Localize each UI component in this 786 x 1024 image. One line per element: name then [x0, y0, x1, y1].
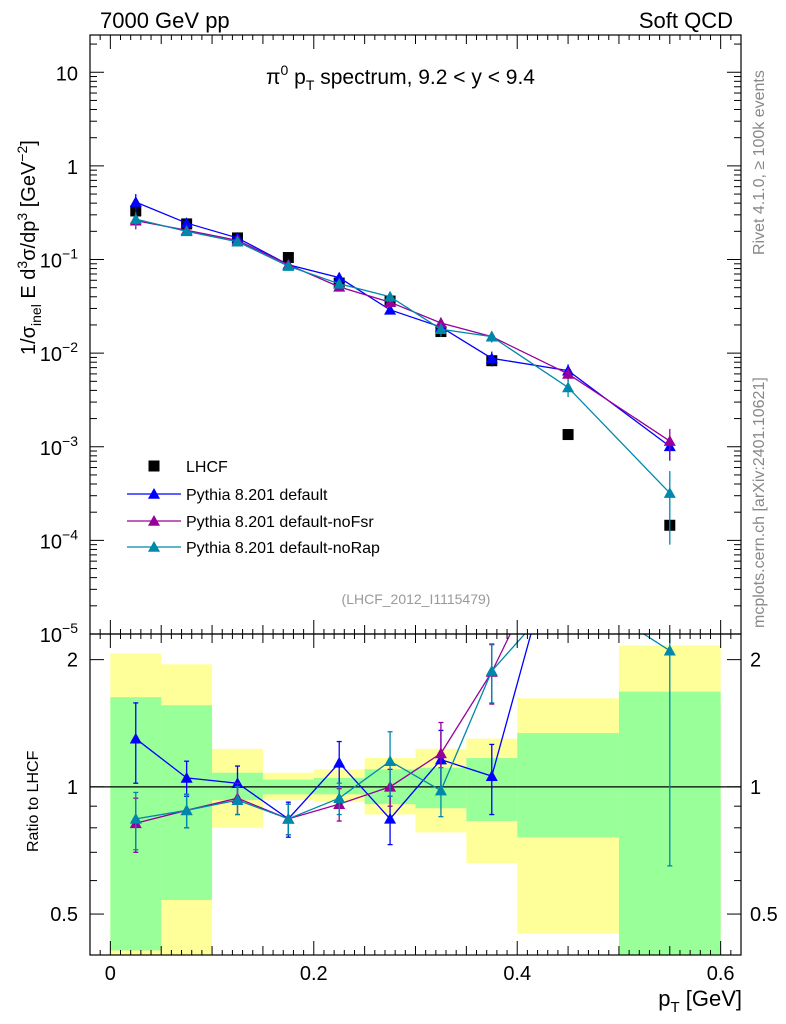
ratio-marker-2: [664, 399, 676, 410]
title-base: π: [266, 66, 281, 89]
ratio-marker-2: [434, 747, 447, 759]
band-inner: [517, 733, 619, 838]
ratio-marker-1: [129, 732, 142, 744]
legend-label: Pythia 8.201 default: [186, 487, 328, 504]
legend-label: Pythia 8.201 default-noFsr: [186, 514, 374, 531]
legend-marker: [148, 488, 160, 499]
ratio-marker-3: [384, 755, 397, 767]
mcplots-label: mcplots.cern.ch [arXiv:2401.10621]: [751, 377, 768, 628]
series-marker-3: [231, 235, 244, 247]
y-tick-label: 1: [67, 157, 78, 179]
y-tick-label: 10−3: [40, 433, 78, 460]
y-tick-label: 10−1: [40, 246, 78, 273]
legend-marker: [148, 541, 160, 552]
analysis-watermark: (LHCF_2012_I1115479): [342, 591, 491, 607]
x-axis-label: pT [GeV]: [658, 986, 742, 1016]
ratio-tick-label-right: 2: [750, 650, 761, 672]
ratio-line-3: [135, 634, 671, 820]
series-marker-2: [434, 316, 447, 328]
series-marker-1: [384, 303, 397, 315]
y-tick-label: 10: [56, 63, 78, 85]
legend-label: LHCF: [186, 459, 228, 476]
series-marker-3: [180, 225, 193, 237]
legend-marker-lhcf: [148, 460, 160, 472]
title-tail: spectrum, 9.2 < y < 9.4: [314, 66, 535, 89]
ratio-tick-label-left: 2: [67, 650, 78, 672]
ratio-marker-1: [180, 771, 193, 783]
ratio-tick-label-left: 1: [67, 777, 78, 799]
main-series: [129, 194, 676, 545]
y-axis-label-main: 1/σinel E d3σ/dp3 [GeV−2]: [14, 140, 44, 355]
series-marker-1: [485, 352, 498, 364]
ratio-marker-3: [434, 784, 447, 796]
series-marker-3: [129, 213, 142, 224]
series-marker-2: [562, 367, 575, 379]
series-line-3: [135, 218, 671, 494]
y-tick-label: 10−4: [40, 526, 78, 553]
header-right: Soft QCD: [639, 8, 733, 33]
ratio-marker-3: [180, 804, 193, 816]
header-left: 7000 GeV pp: [100, 8, 230, 33]
ratio-tick-label-right: 1: [750, 777, 761, 799]
x-tick-label: 0.6: [707, 963, 735, 985]
lhcf-point: [282, 252, 294, 264]
ratio-marker-3: [231, 794, 244, 805]
ratio-tick-label-right: 0.5: [750, 904, 778, 926]
series-marker-3: [434, 323, 447, 335]
series-marker-3: [485, 330, 498, 342]
legend-label: Pythia 8.201 default-noRap: [186, 540, 380, 557]
ratio-marker-3: [129, 812, 142, 824]
series-marker-2: [663, 435, 676, 446]
legend: LHCF Pythia 8.201 default Pythia 8.201 def…: [127, 459, 380, 557]
series-marker-3: [333, 277, 346, 289]
y-tick-label: 10−2: [40, 339, 78, 366]
x-tick-label: 0: [105, 963, 116, 985]
ratio-marker-3: [562, 579, 574, 590]
ratio-series: [129, 399, 676, 867]
series-marker-3: [384, 290, 397, 302]
ratio-marker-3: [282, 812, 295, 824]
ratio-marker-1: [485, 770, 498, 781]
ratio-tick-label-left: 0.5: [50, 904, 78, 926]
series-line-1: [135, 201, 671, 447]
series-marker-1: [333, 271, 346, 283]
title-sup: 0: [281, 62, 289, 78]
y-axis-label-ratio: Ratio to LHCF: [25, 750, 42, 852]
legend-marker: [148, 515, 160, 526]
lhcf-point: [562, 429, 574, 441]
x-tick-label: 0.4: [503, 963, 531, 985]
ratio-marker-2: [562, 509, 574, 520]
title-mid: p: [288, 66, 306, 89]
chart-title: π0 pT spectrum, 9.2 < y < 9.4: [266, 62, 535, 93]
y-tick-label: 10−5: [40, 620, 78, 647]
ratio-marker-1: [384, 812, 397, 824]
series-marker-3: [562, 381, 575, 393]
ratio-marker-3: [485, 665, 498, 676]
ratio-line-1: [135, 634, 532, 820]
ratio-marker-1: [562, 493, 574, 504]
series-line-2: [135, 220, 671, 442]
ratio-marker-1: [333, 756, 346, 768]
ratio-line-2: [135, 634, 511, 824]
ratio-marker-3: [663, 644, 676, 656]
ratio-marker-3: [333, 792, 346, 804]
rivet-label: Rivet 4.1.0, ≥ 100k events: [751, 70, 768, 255]
series-marker-1: [180, 217, 193, 228]
series-marker-3: [663, 487, 676, 498]
series-marker-1: [129, 196, 142, 207]
x-tick-label: 0.2: [300, 963, 328, 985]
series-marker-3: [282, 260, 295, 271]
axis-ticks: 10 1 10−1 10−2 10−3 10−4 10−5 2 2 1 1 0.5 0.5 0 0.2 0.4…: [40, 35, 778, 985]
title-sub: T: [306, 77, 315, 93]
